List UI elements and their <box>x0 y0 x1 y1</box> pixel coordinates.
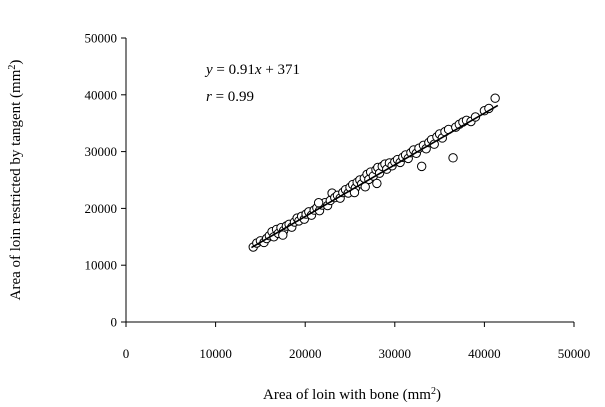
data-point <box>313 198 324 208</box>
trendline <box>251 104 499 249</box>
x-tick-label: 30000 <box>379 346 412 361</box>
y-tick-label: 30000 <box>85 144 118 159</box>
data-point <box>416 161 427 172</box>
trendline-group <box>251 104 499 249</box>
x-tick-label: 50000 <box>558 346 591 361</box>
x-axis-title: Area of loin with bone (mm2) <box>263 386 441 404</box>
data-point <box>490 93 500 103</box>
x-tick-label: 40000 <box>468 346 501 361</box>
y-tick-label: 50000 <box>85 31 118 46</box>
y-tick-label: 20000 <box>85 201 118 216</box>
y-tick-label: 40000 <box>85 87 118 102</box>
x-tick-label: 20000 <box>289 346 322 361</box>
x-axis-ticks: 0 10000 20000 30000 40000 50000 <box>123 322 591 361</box>
data-point <box>372 178 382 189</box>
y-tick-label: 0 <box>111 315 118 330</box>
equation-annotation: y = 0.91x + 371 <box>204 62 300 78</box>
y-axis-ticks: 0 10000 20000 30000 40000 50000 <box>85 31 126 330</box>
data-point <box>448 153 458 163</box>
y-axis-title: Area of loin restricted by tangent (mm2) <box>7 60 25 301</box>
x-tick-label: 0 <box>123 346 130 361</box>
x-tick-label: 10000 <box>199 346 232 361</box>
data-point <box>278 230 288 240</box>
correlation-annotation: r = 0.99 <box>206 89 254 105</box>
y-tick-label: 10000 <box>85 258 118 273</box>
